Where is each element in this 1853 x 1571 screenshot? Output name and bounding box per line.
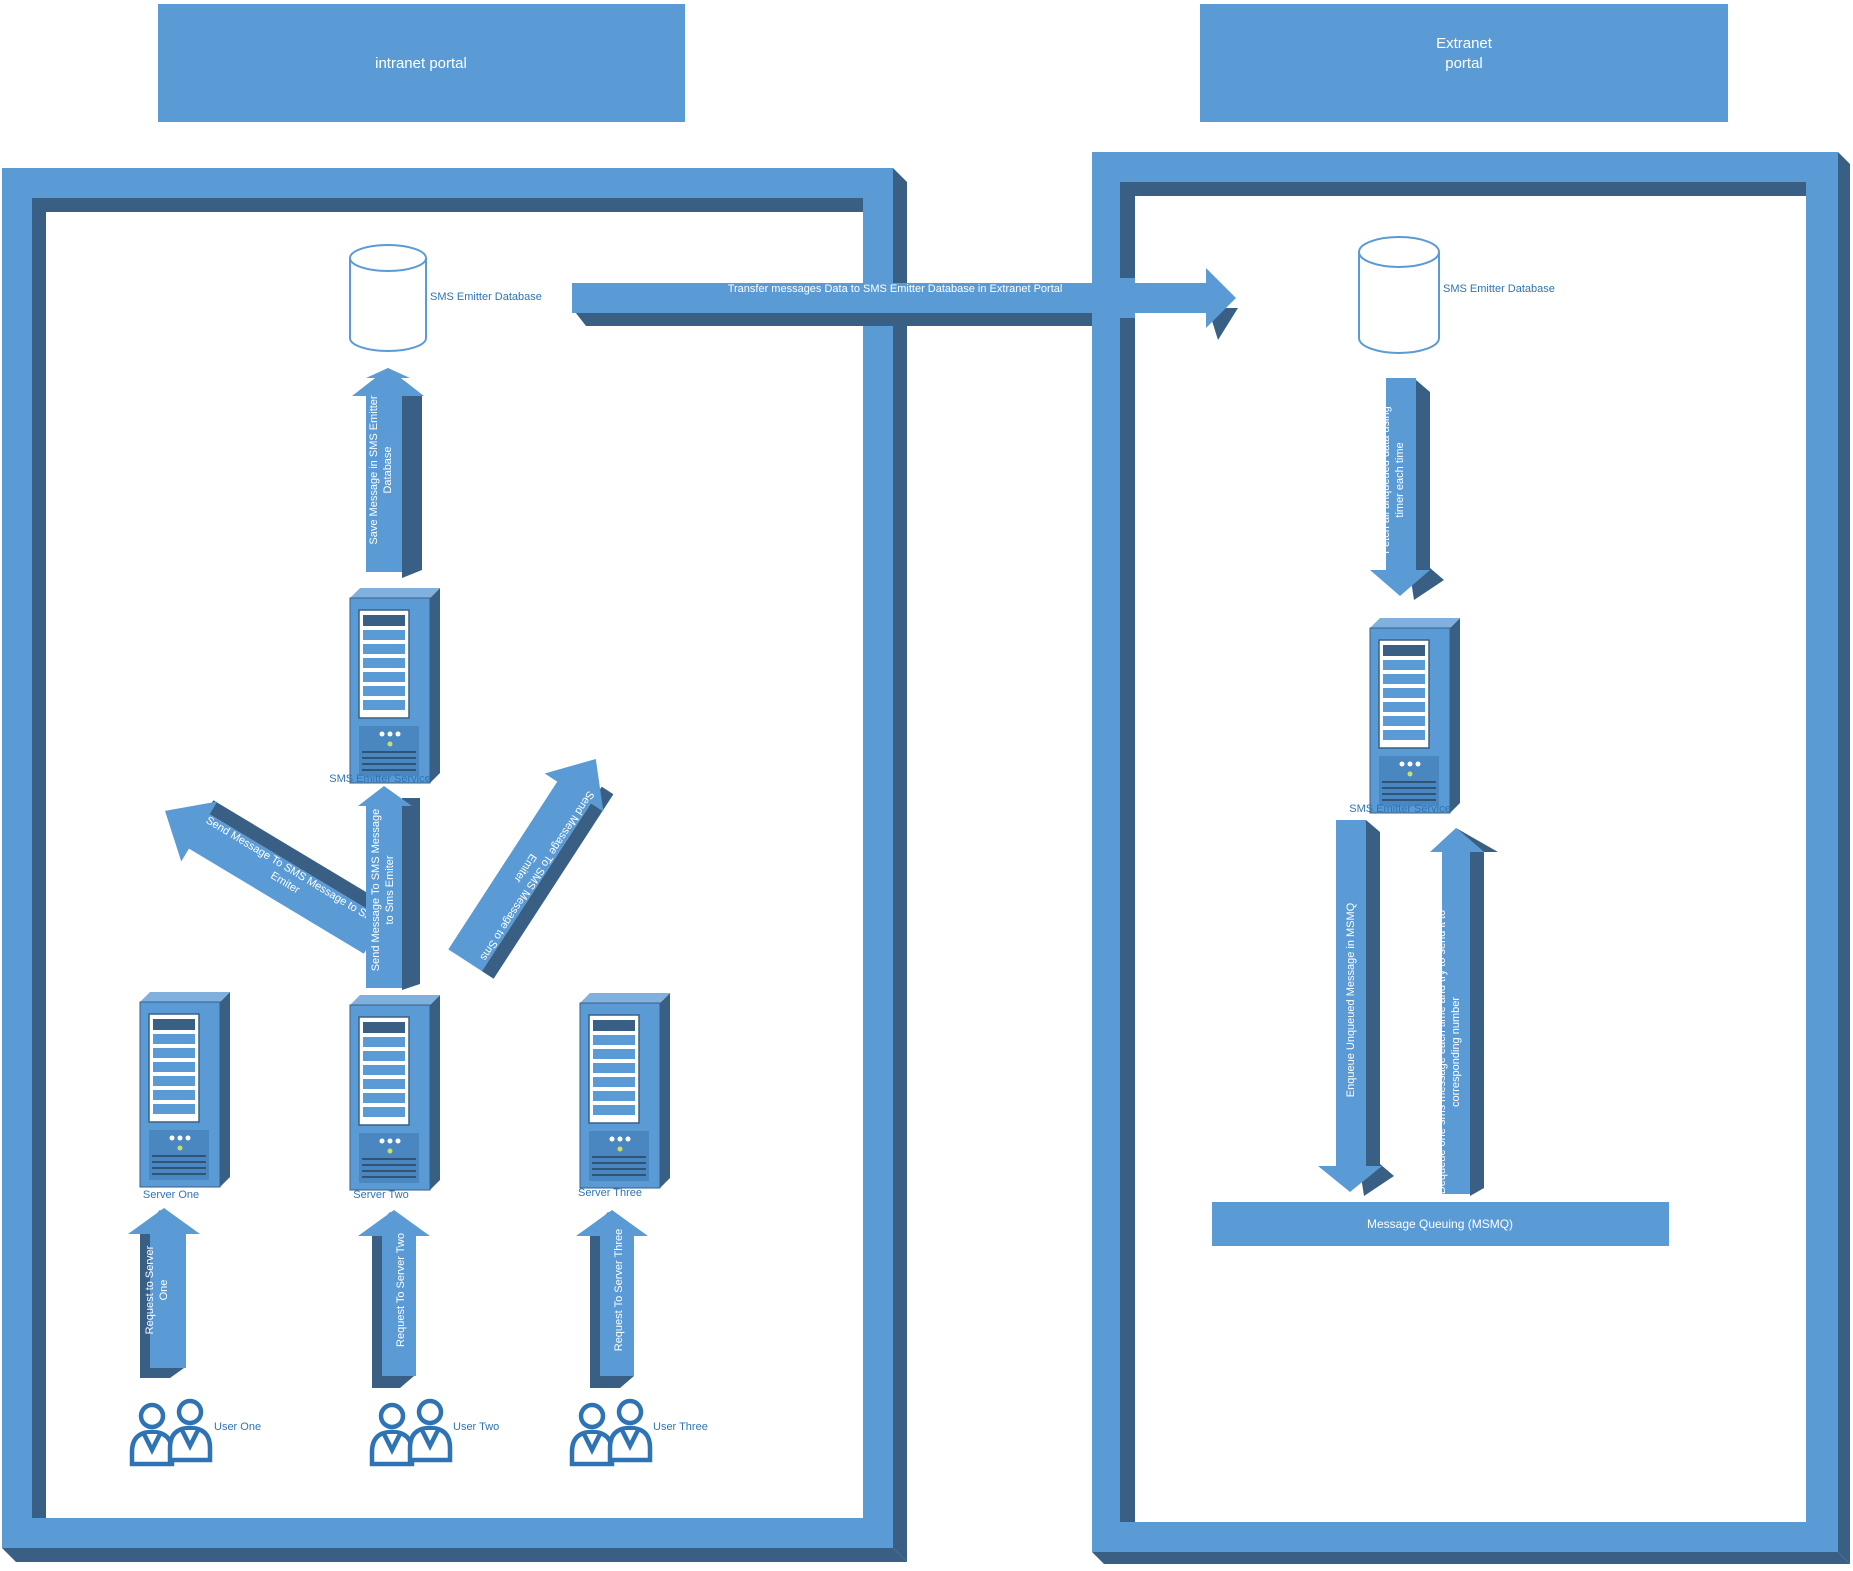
intranet-banner: intranet portal <box>158 4 685 122</box>
extranet-banner: Extranet portal <box>1200 4 1728 122</box>
extranet-database-icon <box>1358 236 1440 354</box>
enqueue-arrow-label: Enqueue Unqueued Message in MSMQ <box>1345 902 1357 1097</box>
text-line: Request To Server Two <box>395 1233 407 1347</box>
fetch-arrow-label: Fetch all unqueued data using timer each … <box>1380 406 1406 553</box>
request-arrow-one-label: Request to Server One <box>144 1245 170 1334</box>
server-two-icon <box>349 994 441 1191</box>
msmq-bar: Message Queuing (MSMQ) <box>1212 1202 1669 1246</box>
user-three-label: User Three <box>653 1421 708 1433</box>
text-line: Extranet <box>1436 35 1493 52</box>
extranet-database-label: SMS Emitter Database <box>1443 283 1555 295</box>
intranet-database-label: SMS Emitter Database <box>430 291 542 303</box>
save-arrow-label: Save Message in SMS Emitter Database <box>368 395 394 545</box>
text-line: Request To Server Three <box>613 1229 625 1352</box>
dequeue-arrow: Dequeue one sms message each time and tr… <box>1430 828 1498 1196</box>
text-line: Fetch all unqueued data using <box>1380 406 1392 553</box>
request-arrow-two: Request To Server Two <box>358 1210 430 1388</box>
send-arrow-middle: Send Message To SMS Message to Sms Emiter <box>358 786 420 990</box>
request-arrow-one: Request to Server One <box>128 1208 200 1378</box>
request-arrow-three-label: Request To Server Three <box>613 1229 625 1352</box>
server-two-label: Server Two <box>353 1189 408 1201</box>
request-arrow-two-label: Request To Server Two <box>395 1233 407 1347</box>
user-two-label: User Two <box>453 1421 499 1433</box>
text-line: intranet portal <box>375 55 467 72</box>
intranet-service-label: SMS Emitter Service <box>329 773 430 785</box>
server-three-label: Server Three <box>578 1187 642 1199</box>
send-arrow-left: Send Message To SMS Message to SmsEmiter <box>164 800 392 954</box>
dequeue-arrow-label: Dequeue one sms message each time and tr… <box>1436 910 1462 1194</box>
text-line: Database <box>382 446 394 493</box>
send-arrow-right: Send Message To SMS Message to SmsEmiter <box>448 758 614 979</box>
user-one-label: User One <box>214 1421 261 1433</box>
text-line: to Sms Emiter <box>384 855 396 924</box>
text-line: portal <box>1445 55 1483 72</box>
extranet-service-label: SMS Emitter Service <box>1349 803 1450 815</box>
text-line: Enqueue Unqueued Message in MSMQ <box>1345 902 1357 1097</box>
server-three-icon <box>579 992 671 1189</box>
text-line: Save Message in SMS Emitter <box>368 395 380 545</box>
intranet-banner-title: intranet portal <box>375 55 467 72</box>
text-line: corresponding number <box>1450 997 1462 1107</box>
enqueue-arrow: Enqueue Unqueued Message in MSMQ <box>1318 820 1394 1196</box>
text-line: Request to Server <box>144 1245 156 1334</box>
extranet-service-icon <box>1369 617 1461 814</box>
user-three-icon <box>572 1401 650 1464</box>
intranet-service-icon <box>349 587 441 784</box>
text-line: One <box>158 1280 170 1301</box>
save-arrow: Save Message in SMS Emitter Database <box>352 368 424 578</box>
fetch-arrow: Fetch all unqueued data using timer each … <box>1370 378 1444 600</box>
text-line: timer each time <box>1394 442 1406 517</box>
transfer-label: Transfer messages Data to SMS Emitter Da… <box>728 283 1063 295</box>
server-one-icon <box>139 991 231 1188</box>
text-line: Dequeue one sms message each time and tr… <box>1436 910 1448 1194</box>
intranet-database-icon <box>349 244 427 352</box>
user-two-icon <box>372 1401 450 1464</box>
user-one-icon <box>132 1401 210 1464</box>
send-arrow-middle-label: Send Message To SMS Message to Sms Emiter <box>370 809 396 971</box>
intranet-frame <box>2 168 907 1562</box>
extranet-frame <box>1092 152 1850 1564</box>
extranet-banner-title: Extranet portal <box>1436 35 1493 72</box>
transfer-arrow: Transfer messages Data to SMS Emitter Da… <box>572 268 1238 340</box>
text-line: Send Message To SMS Message <box>370 809 382 971</box>
request-arrow-three: Request To Server Three <box>576 1210 648 1388</box>
msmq-label: Message Queuing (MSMQ) <box>1367 1217 1513 1231</box>
server-one-label: Server One <box>143 1189 199 1201</box>
